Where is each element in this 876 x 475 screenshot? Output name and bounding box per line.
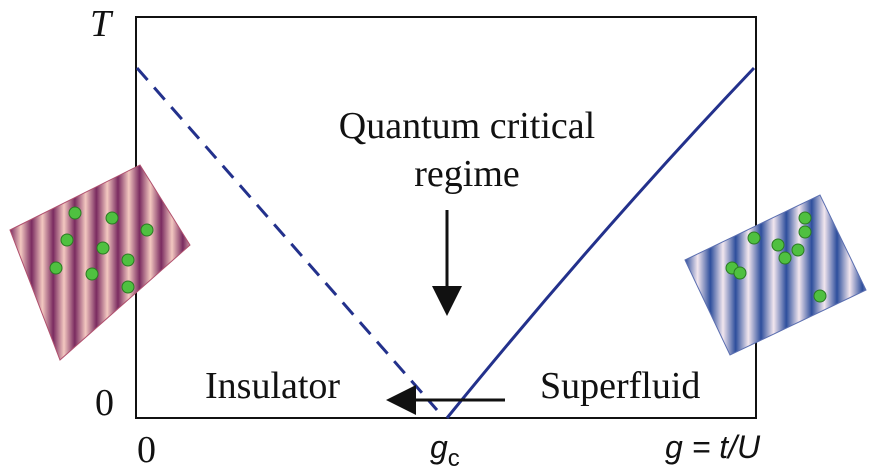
- y-axis-label: T: [90, 3, 114, 45]
- critical-symbol: g: [430, 429, 448, 465]
- y-zero-label: 0: [95, 382, 114, 424]
- critical-subscript: c: [448, 445, 460, 472]
- diagram: T 0 0 gc g = t/U Quantum critical regime…: [0, 0, 876, 475]
- x-axis-label: g = t/U: [665, 429, 761, 465]
- regime-line: regime: [414, 153, 520, 195]
- regime-line: Quantum critical: [339, 105, 595, 147]
- insulator-label: Insulator: [205, 365, 340, 407]
- x-zero-label: 0: [137, 429, 156, 471]
- critical-point-label: gc: [430, 429, 460, 472]
- superfluid-label: Superfluid: [540, 365, 700, 407]
- insulator-lattice: [10, 165, 190, 360]
- superfluid-lattice: [685, 195, 866, 355]
